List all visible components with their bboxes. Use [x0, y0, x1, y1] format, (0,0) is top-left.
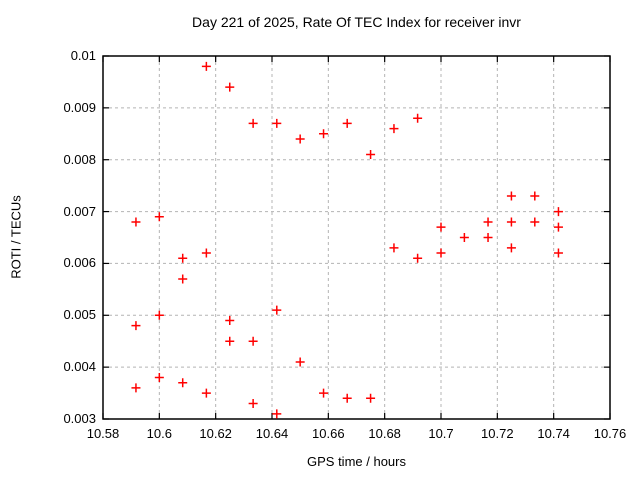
- data-point-marker: [178, 253, 188, 263]
- y-tick-label: 0.005: [63, 307, 96, 323]
- data-point-marker: [295, 357, 305, 367]
- data-point-marker: [506, 217, 516, 227]
- y-tick-label: 0.008: [63, 151, 96, 167]
- data-point-marker: [342, 393, 352, 403]
- data-point-marker: [154, 310, 164, 320]
- x-tick-label: 10.64: [255, 426, 289, 441]
- x-tick-label: 10.68: [368, 426, 401, 441]
- data-point-marker: [201, 61, 211, 71]
- data-point-marker: [389, 124, 399, 134]
- data-point-marker: [413, 113, 423, 123]
- data-point-marker: [319, 129, 329, 139]
- y-tick-label: 0.003: [63, 411, 96, 426]
- data-point-marker: [366, 150, 376, 160]
- data-point-marker: [201, 248, 211, 258]
- data-point-marker: [530, 191, 540, 201]
- data-point-marker: [413, 253, 423, 263]
- data-point-marker: [178, 274, 188, 284]
- data-point-marker: [553, 222, 563, 232]
- x-tick-label: 10.7: [428, 426, 454, 441]
- data-point-marker: [225, 315, 235, 325]
- data-point-marker: [131, 383, 141, 393]
- chart-title: Day 221 of 2025, Rate Of TEC Index for r…: [192, 14, 521, 30]
- y-tick-label: 0.006: [63, 255, 96, 271]
- data-point-marker: [178, 378, 188, 388]
- x-tick-label: 10.74: [537, 426, 570, 441]
- x-tick-label: 10.62: [199, 426, 232, 441]
- data-point-marker: [248, 336, 258, 346]
- data-point-marker: [154, 212, 164, 222]
- data-point-marker: [248, 398, 258, 408]
- y-tick-label: 0.007: [63, 203, 96, 219]
- y-tick-label: 0.01: [70, 48, 96, 63]
- data-point-marker: [459, 233, 469, 242]
- data-point-marker: [366, 393, 376, 403]
- data-point-marker: [225, 336, 235, 346]
- x-tick-label: 10.66: [312, 426, 345, 441]
- y-tick-label: 0.009: [63, 99, 96, 115]
- data-point-marker: [272, 118, 282, 128]
- data-point-marker: [436, 248, 446, 258]
- data-point-marker: [389, 243, 399, 253]
- x-tick-label: 10.6: [146, 426, 172, 441]
- data-point-marker: [248, 118, 258, 128]
- x-tick-label: 10.72: [481, 426, 514, 441]
- data-point-marker: [342, 118, 352, 128]
- data-point-marker: [154, 373, 164, 383]
- data-point-marker: [436, 222, 446, 232]
- data-point-marker: [553, 207, 563, 217]
- data-point-marker: [506, 191, 516, 201]
- data-point-marker: [530, 217, 540, 227]
- x-tick-label: 10.76: [593, 426, 627, 441]
- data-point-marker: [201, 388, 211, 398]
- x-axis-title: GPS time / hours: [307, 454, 406, 469]
- data-point-marker: [272, 305, 282, 315]
- data-point-marker: [131, 321, 141, 331]
- data-point-marker: [225, 82, 235, 92]
- data-point-marker: [483, 217, 493, 227]
- data-point-marker: [553, 248, 563, 258]
- data-point-marker: [131, 217, 141, 227]
- data-point-marker: [272, 409, 282, 419]
- x-tick-label: 10.58: [86, 426, 120, 441]
- y-tick-label: 0.004: [63, 359, 96, 375]
- data-point-marker: [319, 388, 329, 398]
- data-point-marker: [295, 134, 305, 144]
- data-point-marker: [506, 243, 516, 253]
- data-point-marker: [483, 233, 493, 242]
